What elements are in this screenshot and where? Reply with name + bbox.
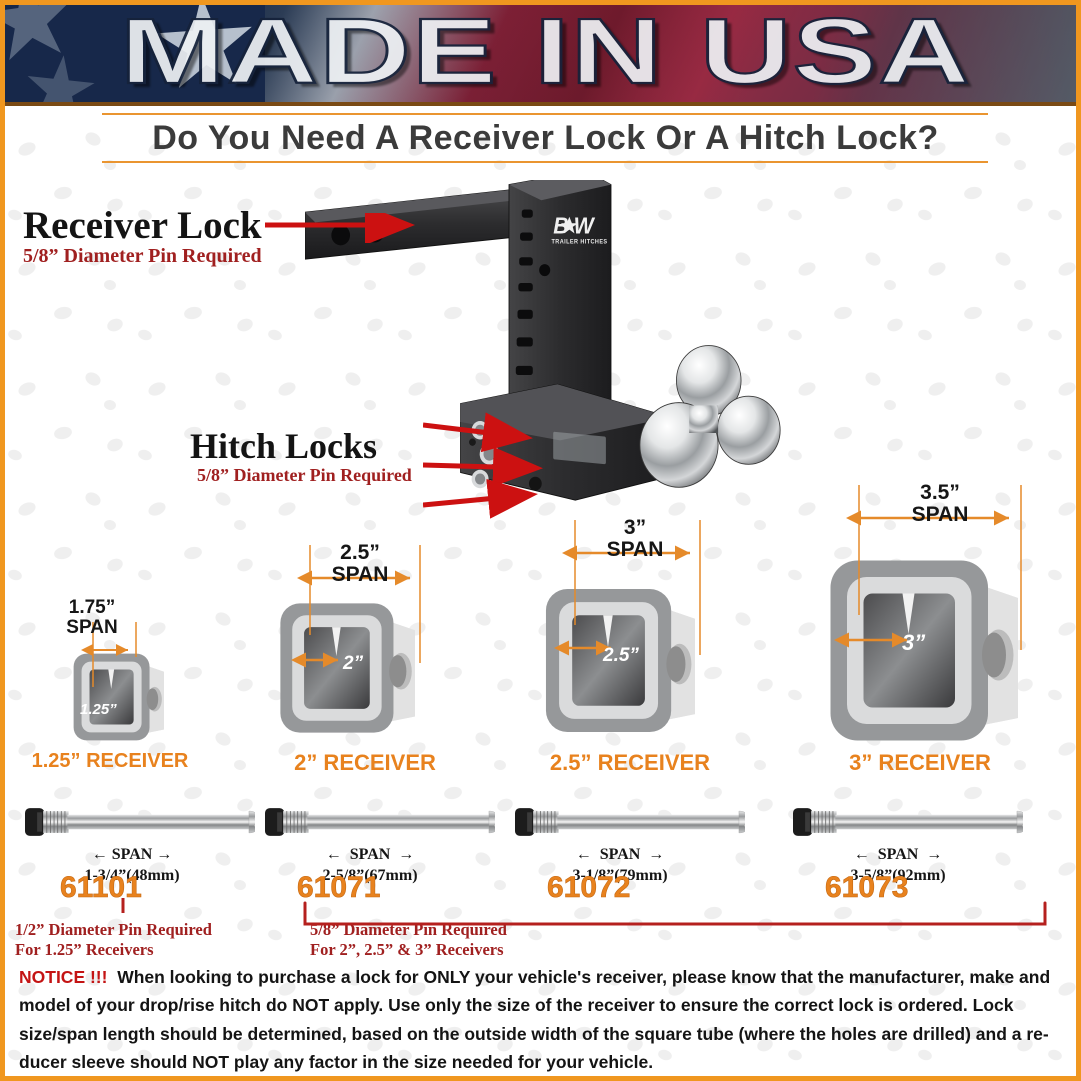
svg-text:W: W <box>574 213 596 239</box>
svg-text:TRAILER HITCHES: TRAILER HITCHES <box>552 239 608 245</box>
